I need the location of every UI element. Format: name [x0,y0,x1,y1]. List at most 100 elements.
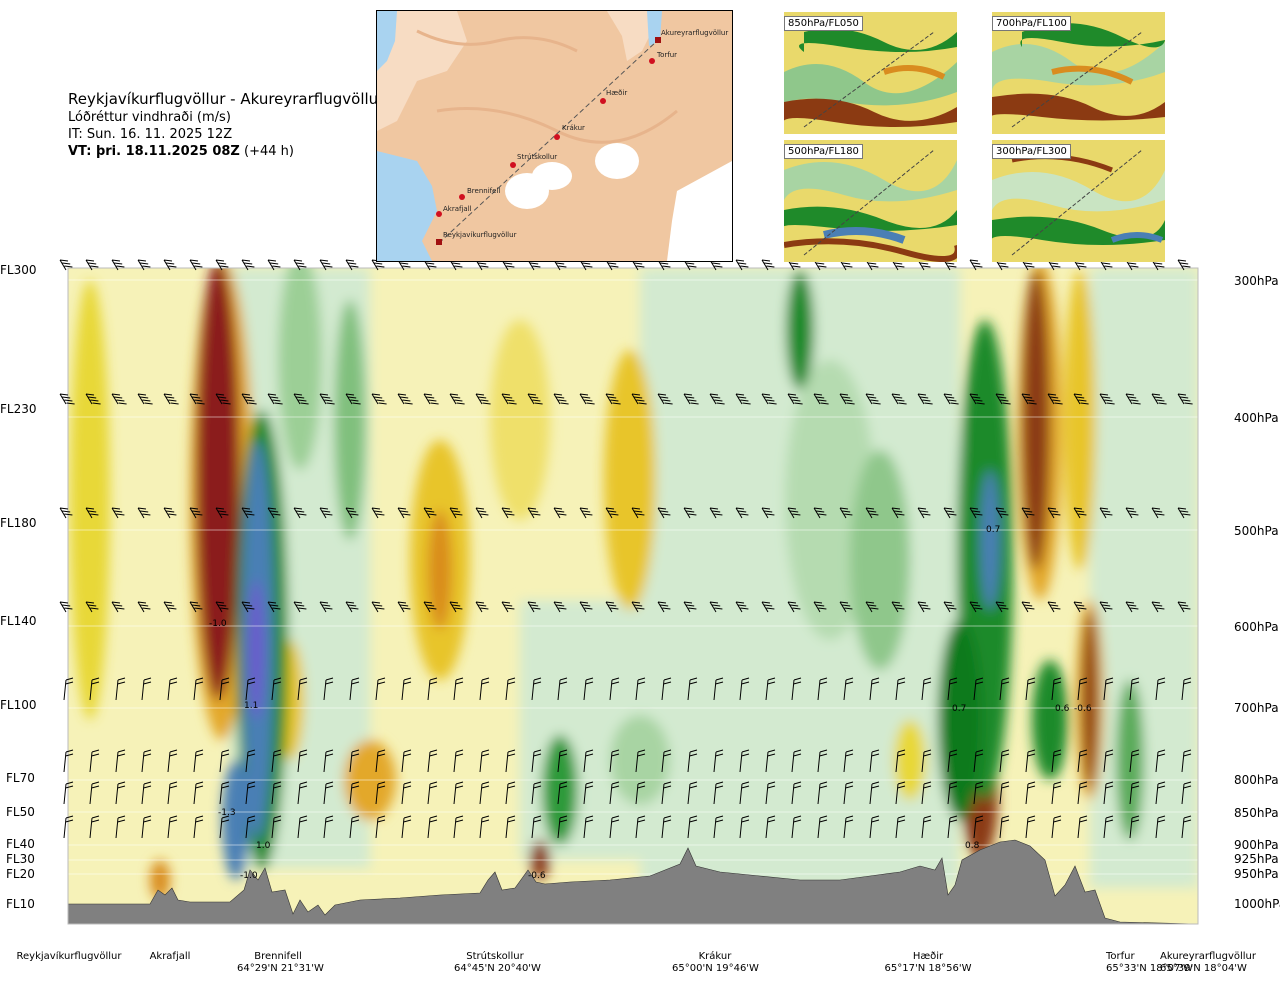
wind-barb [189,393,205,405]
wind-barb [397,393,413,405]
valid-time: VT: þri. 18.11.2025 08Z (+44 h) [68,143,384,160]
wind-barb [241,393,257,405]
wind-barb [89,815,100,839]
wind-barb [635,815,646,839]
thumbnail-850hpa[interactable]: 850hPa/FL050 [784,12,957,134]
wind-barb [449,507,463,519]
wind-barb [995,601,1009,613]
wind-barb [531,781,542,805]
wind-barb [787,507,801,519]
wind-barb [137,393,153,405]
wind-barb [1155,815,1166,839]
wind-barb [817,815,828,839]
wind-barb [817,677,828,701]
value-label: 1.1 [244,701,258,711]
map-label: Hæðir [606,89,627,97]
wind-barb [475,507,489,519]
wind-barb [293,393,309,405]
wind-barb [843,781,854,805]
fl-label: FL30 [6,852,35,866]
wind-barb [553,601,567,613]
hpa-label: 900hPa [1234,838,1279,852]
fl-label: FL180 [0,516,37,530]
wind-barb [583,781,594,805]
wind-barb [167,781,178,805]
thumbnail-700hpa[interactable]: 700hPa/FL100 [992,12,1165,134]
wind-barb [453,749,464,773]
wind-barb [115,677,126,701]
wind-barb [1051,815,1062,839]
route-map: Akureyrarflugvöllur Torfur Hæðir Krákur … [376,10,733,262]
wind-barb [423,393,439,405]
fl-label: FL50 [6,805,35,819]
wind-barb [63,781,74,805]
wind-barb [1129,781,1140,805]
wind-barb [557,815,568,839]
wind-barb [59,601,73,613]
wind-barb [869,781,880,805]
thumbnail-300hpa[interactable]: 300hPa/FL300 [992,140,1165,262]
value-label: 0.7 [952,704,966,714]
location-name: Akrafjall [149,951,191,962]
wind-barb [765,815,776,839]
wind-barb [505,749,516,773]
wind-barb [921,749,932,773]
wind-barb [661,815,672,839]
wind-barb [111,507,125,519]
wind-barb [973,781,984,805]
location-label: Akrafjall [140,951,200,963]
wind-barb [813,507,827,519]
wind-barb [85,601,99,613]
location-name: Hæðir [912,951,944,962]
wind-barb [397,507,411,519]
hpa-label: 400hPa [1234,411,1279,425]
thumbnail-label: 700hPa/FL100 [992,16,1071,31]
wind-barb [189,507,203,519]
wind-barb [917,507,931,519]
route-title: Reykjavíkurflugvöllur - Akureyrarflugvöl… [68,90,385,108]
wind-barb [735,507,749,519]
thumbnail-500hpa[interactable]: 500hPa/FL180 [784,140,957,262]
wind-barb [1155,749,1166,773]
wind-barb [163,393,179,405]
wind-barb [995,507,1009,519]
fl-label: FL300 [0,263,37,277]
wind-barb [505,815,516,839]
wind-barb [1181,677,1192,701]
wind-barb [683,601,697,613]
wind-barb [1051,677,1062,701]
wind-barb [739,749,750,773]
wind-barb [969,393,985,405]
wind-barb [709,601,723,613]
wind-barb [787,601,801,613]
wind-barb [865,393,881,405]
location-label: Hæðir 65°17'N 18°56'W [884,951,972,975]
wind-barb [1021,507,1035,519]
location-coord: 65°17'N 18°56'W [884,963,972,974]
wind-barb [63,677,74,701]
location-label: Akureyrarflugvöllur 65°39'N 18°04'W [1160,951,1272,975]
wind-barb [891,601,905,613]
hpa-label: 925hPa [1234,852,1279,866]
wind-barb [605,601,619,613]
wind-barb [219,815,230,839]
wind-barb [1177,259,1191,271]
map-label: Akureyrarflugvöllur [661,29,728,37]
wind-barb [89,781,100,805]
value-label: -1.0 [209,619,227,629]
wind-barb [969,507,983,519]
wind-barb [1051,749,1062,773]
wind-barb [1099,601,1113,613]
wind-barb [1125,393,1141,405]
wind-barb [631,507,645,519]
wind-barb [969,601,983,613]
wind-barb [1155,677,1166,701]
wind-barb [687,815,698,839]
wind-barb [709,507,723,519]
wind-barb [505,677,516,701]
wind-barb [241,259,255,271]
location-name: Torfur [1106,951,1135,962]
wind-barb [1025,815,1036,839]
wind-barb [1155,781,1166,805]
